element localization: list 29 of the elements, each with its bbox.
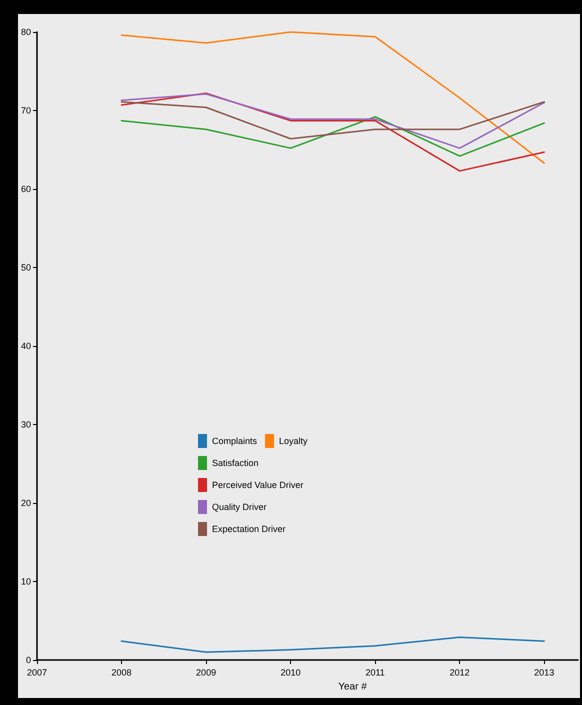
y-tick-label: 60 (20, 184, 32, 194)
y-tick-label: 50 (20, 262, 32, 272)
y-tick-label: 80 (20, 27, 32, 37)
x-tick-label: 2010 (280, 668, 301, 678)
line-series (120, 31, 545, 164)
legend-label: Perceived Value Driver (212, 480, 304, 490)
y-tick-label: 0 (26, 655, 32, 665)
x-tick-label: 2013 (534, 668, 554, 678)
y-tick-label: 70 (20, 106, 32, 116)
line-series (120, 93, 545, 149)
y-tick-label: 30 (20, 420, 32, 430)
line-series (120, 92, 545, 172)
line-series (120, 101, 545, 140)
x-tick-label: 2007 (26, 668, 48, 678)
x-tick-label: 2009 (196, 668, 216, 678)
x-tick-label: 2008 (112, 668, 132, 678)
x-tick-label: 2011 (365, 668, 385, 678)
x-axis-title: Year # (338, 681, 368, 692)
line-series (120, 636, 545, 653)
y-tick-label: 40 (20, 341, 32, 351)
legend-label: Satisfaction (212, 458, 259, 468)
legend-label: Quality Driver (212, 502, 267, 512)
x-tick-label: 2012 (450, 668, 470, 678)
legend-label: Complaints (212, 436, 258, 446)
line-series (120, 116, 545, 157)
y-tick-label: 10 (20, 576, 32, 586)
y-tick-label: 20 (20, 498, 32, 508)
legend-label: Expectation Driver (212, 524, 286, 534)
legend-label: Loyalty (279, 436, 308, 446)
